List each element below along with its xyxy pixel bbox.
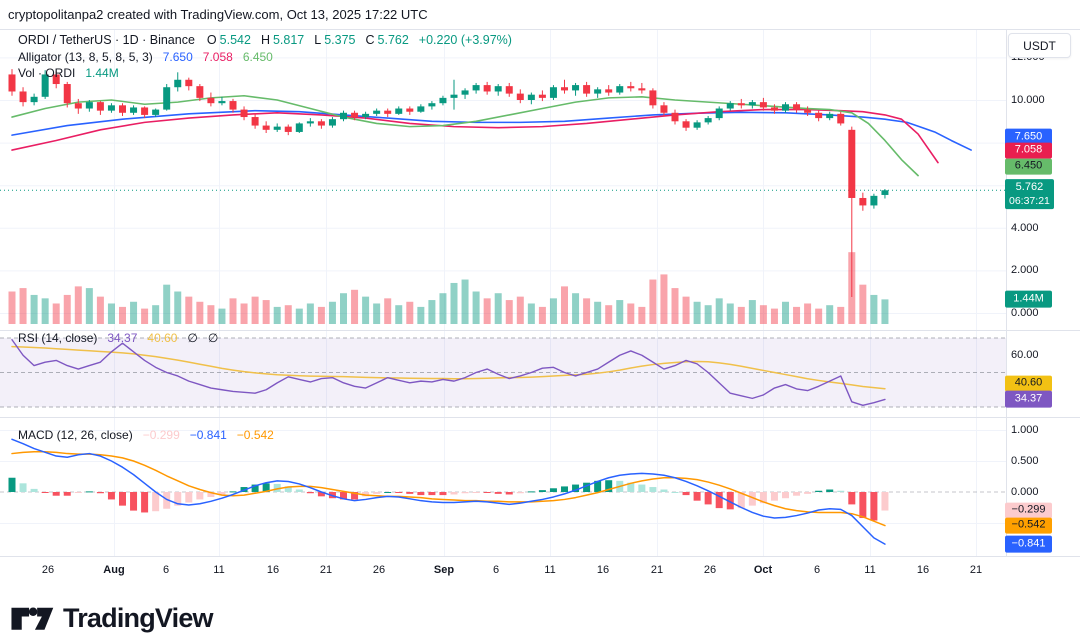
price-tick-label: 4.000: [1011, 221, 1039, 234]
symbol-title: ORDI / TetherUS · 1D · Binance: [18, 33, 195, 47]
price-tick-label: 2.000: [1011, 264, 1039, 277]
alligator-teeth-value: 7.058: [202, 50, 233, 64]
change-value: +0.220 (+3.97%): [418, 33, 512, 47]
tradingview-logo-text[interactable]: TradingView: [63, 602, 214, 633]
macd-tick-label: 1.000: [1011, 424, 1039, 436]
time-tick-label: 26: [703, 564, 717, 576]
time-tick-label: 6: [492, 564, 500, 576]
macd-signal-value: −0.542: [236, 428, 274, 442]
volume-value: 1.44M: [85, 66, 119, 80]
time-tick-label: 21: [650, 564, 664, 576]
high-label: H: [260, 33, 270, 47]
axis-value-badge: −0.299: [1005, 502, 1052, 519]
symbol-legend: ORDI / TetherUS · 1D · Binance O 5.542 H 5.8…: [18, 33, 512, 47]
axis-value-badge: −0.542: [1005, 517, 1052, 534]
attribution-text: cryptopolitanpa2 created with TradingVie…: [8, 7, 428, 22]
axis-value-badge: 1.44M: [1005, 291, 1052, 308]
rsi-upper-band-empty: ∅: [187, 331, 198, 345]
time-tick-label: 26: [372, 564, 386, 576]
low-label: L: [314, 33, 322, 47]
macd-legend: MACD (12, 26, close) −0.299 −0.841 −0.542: [18, 428, 274, 442]
time-tick-label: 21: [969, 564, 983, 576]
open-label: O: [206, 33, 217, 47]
last-price-countdown-badge: 5.762 06:37:21: [1005, 179, 1054, 210]
time-tick-label: 16: [596, 564, 610, 576]
time-tick-label: 26: [41, 564, 55, 576]
rsi-legend: RSI (14, close) 34.37 40.60 ∅ ∅: [18, 331, 218, 345]
footer-branding: TradingView: [10, 596, 214, 640]
alligator-legend: Alligator (13, 8, 5, 8, 5, 3) 7.650 7.058 6…: [18, 50, 273, 64]
time-tick-label: 11: [213, 564, 225, 576]
time-tick-label: 21: [319, 564, 333, 576]
volume-legend: Vol · ORDI 1.44M: [18, 66, 119, 80]
time-tick-label: Aug: [103, 564, 125, 576]
macd-label: MACD (12, 26, close): [18, 428, 133, 442]
time-tick-label: Oct: [753, 564, 773, 576]
low-value: 5.375: [324, 33, 356, 47]
macd-line-value: −0.841: [189, 428, 227, 442]
time-tick-label: 11: [864, 564, 876, 576]
close-value: 5.762: [377, 33, 409, 47]
price-tick-label: 10.000: [1011, 94, 1045, 106]
time-tick-label: 6: [162, 564, 170, 576]
axis-value-badge: 7.650: [1005, 128, 1052, 146]
alligator-jaw-value: 7.650: [162, 50, 193, 64]
close-label: C: [365, 33, 375, 47]
volume-label: Vol · ORDI: [18, 66, 76, 80]
time-tick-label: Sep: [433, 564, 455, 576]
high-value: 5.817: [272, 33, 305, 47]
tradingview-logo-icon[interactable]: [10, 601, 54, 635]
rsi-label: RSI (14, close): [18, 331, 98, 345]
macd-hist-value: −0.299: [142, 428, 180, 442]
axis-value-badge: 34.37: [1005, 391, 1052, 408]
countdown-timer: 06:37:21: [1009, 194, 1050, 207]
axis-value-badge: 40.60: [1005, 375, 1052, 393]
rsi-tick-label: 60.00: [1011, 349, 1039, 362]
alligator-lips-value: 6.450: [242, 50, 273, 64]
axis-value-badge: 7.058: [1005, 142, 1052, 160]
open-value: 5.542: [219, 33, 251, 47]
time-tick-label: 16: [266, 564, 280, 576]
alligator-label: Alligator (13, 8, 5, 8, 5, 3): [18, 50, 153, 64]
time-tick-label: 16: [916, 564, 930, 576]
macd-tick-label: 0.000: [1011, 486, 1039, 498]
rsi-ma-value: 40.60: [147, 331, 178, 345]
axis-value-badge: −0.841: [1005, 535, 1052, 553]
time-tick-label: 6: [813, 564, 821, 576]
time-axis[interactable]: 26 Aug 6 11 16 21 26 Sep 6 11 16 21 26 Oct 6 11 16 21: [0, 556, 1080, 588]
price-tick-label: 0.000: [1011, 307, 1039, 319]
currency-toggle-button[interactable]: USDT: [1008, 33, 1071, 58]
macd-tick-label: 0.500: [1011, 455, 1039, 467]
rsi-value: 34.37: [107, 331, 138, 345]
axis-value-badge: 6.450: [1005, 158, 1052, 175]
rsi-lower-band-empty: ∅: [207, 331, 219, 345]
time-tick-label: 11: [544, 564, 556, 576]
